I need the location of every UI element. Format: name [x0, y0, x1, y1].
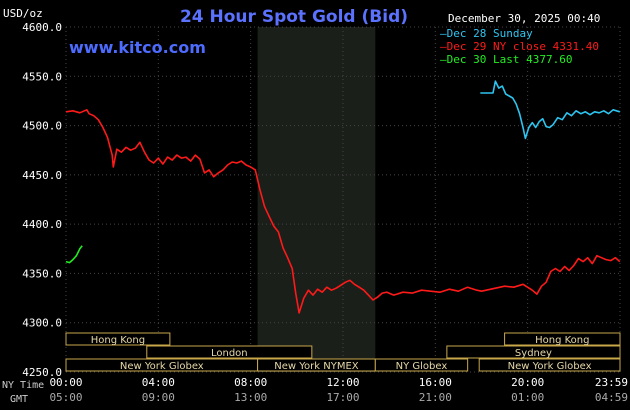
x-tick-label-gmt: 01:00	[511, 391, 544, 404]
x-tick-label-ny: 12:00	[326, 376, 359, 389]
session-label: London	[211, 348, 248, 359]
session-bar	[374, 358, 469, 372]
brand-watermark[interactable]: www.kitco.com	[69, 38, 206, 57]
y-tick-label: 4250.0	[22, 366, 62, 379]
x-tick-label-gmt: 13:00	[234, 391, 267, 404]
x-tick-label-ny: 04:00	[142, 376, 175, 389]
nymex-shaded-region	[257, 27, 376, 372]
legend-entry: —Dec 29 NY close 4331.40	[440, 40, 599, 53]
x-tick-label-ny: 23:59	[595, 376, 628, 389]
session-label: Hong Kong	[91, 335, 145, 346]
x-tick-label-gmt: 21:00	[419, 391, 452, 404]
chart-title: 24 Hour Spot Gold (Bid)	[180, 7, 408, 27]
series-line	[480, 80, 621, 140]
x-row-label-ny: NY Time	[2, 380, 44, 391]
session-bar	[504, 332, 621, 346]
legend-entry: —Dec 28 Sunday	[440, 27, 533, 40]
y-tick-label: 4400.0	[22, 218, 62, 231]
session-label: New York Globex	[120, 361, 204, 372]
x-row-label-gmt: GMT	[10, 394, 28, 405]
datetime-stamp: December 30, 2025 00:40	[448, 12, 600, 25]
session-bar	[446, 345, 621, 359]
data-series	[65, 80, 621, 314]
session-bar	[65, 332, 171, 346]
session-bar	[146, 345, 313, 359]
y-axis-tick-labels: 4600.0 4550.0 4500.0 4450.0 4400.0 4350.0 4300…	[22, 21, 62, 379]
y-tick-label: 4550.0	[22, 70, 62, 83]
x-tick-label-ny: 16:00	[419, 376, 452, 389]
x-tick-label-ny: 08:00	[234, 376, 267, 389]
session-bar	[478, 358, 621, 372]
y-tick-label: 4450.0	[22, 169, 62, 182]
x-tick-label-ny: 00:00	[49, 376, 82, 389]
legend-entry: —Dec 30 Last 4377.60	[440, 53, 572, 66]
session-label: Sydney	[515, 348, 552, 359]
series-line	[65, 245, 83, 264]
x-tick-label-gmt: 17:00	[326, 391, 359, 404]
x-tick-label-gmt: 09:00	[142, 391, 175, 404]
series-line	[65, 109, 621, 314]
session-label: Hong Kong	[535, 335, 589, 346]
x-tick-label-gmt: 05:00	[49, 391, 82, 404]
y-tick-label: 4500.0	[22, 120, 62, 133]
y-tick-label: 4600.0	[22, 21, 62, 34]
x-tick-label-ny: 20:00	[511, 376, 544, 389]
x-axis-tick-labels: 00:00 05:00 04:00 09:00 08:00 13:00 12:00 17:00…	[2, 376, 628, 405]
y-tick-label: 4300.0	[22, 317, 62, 330]
x-tick-label-gmt: 04:59	[595, 391, 628, 404]
y-axis-label: USD/oz	[3, 7, 43, 20]
session-label: New York Globex	[508, 361, 592, 372]
session-label: New York NYMEX	[274, 361, 359, 372]
market-sessions: Hong Kong Hong Kong London Sydney New York G…	[65, 332, 621, 372]
y-tick-label: 4350.0	[22, 267, 62, 280]
grid-lines	[65, 26, 621, 373]
legend: —Dec 28 Sunday—Dec 29 NY close 4331.40—D…	[440, 27, 599, 66]
session-label: NY Globex	[396, 361, 448, 372]
